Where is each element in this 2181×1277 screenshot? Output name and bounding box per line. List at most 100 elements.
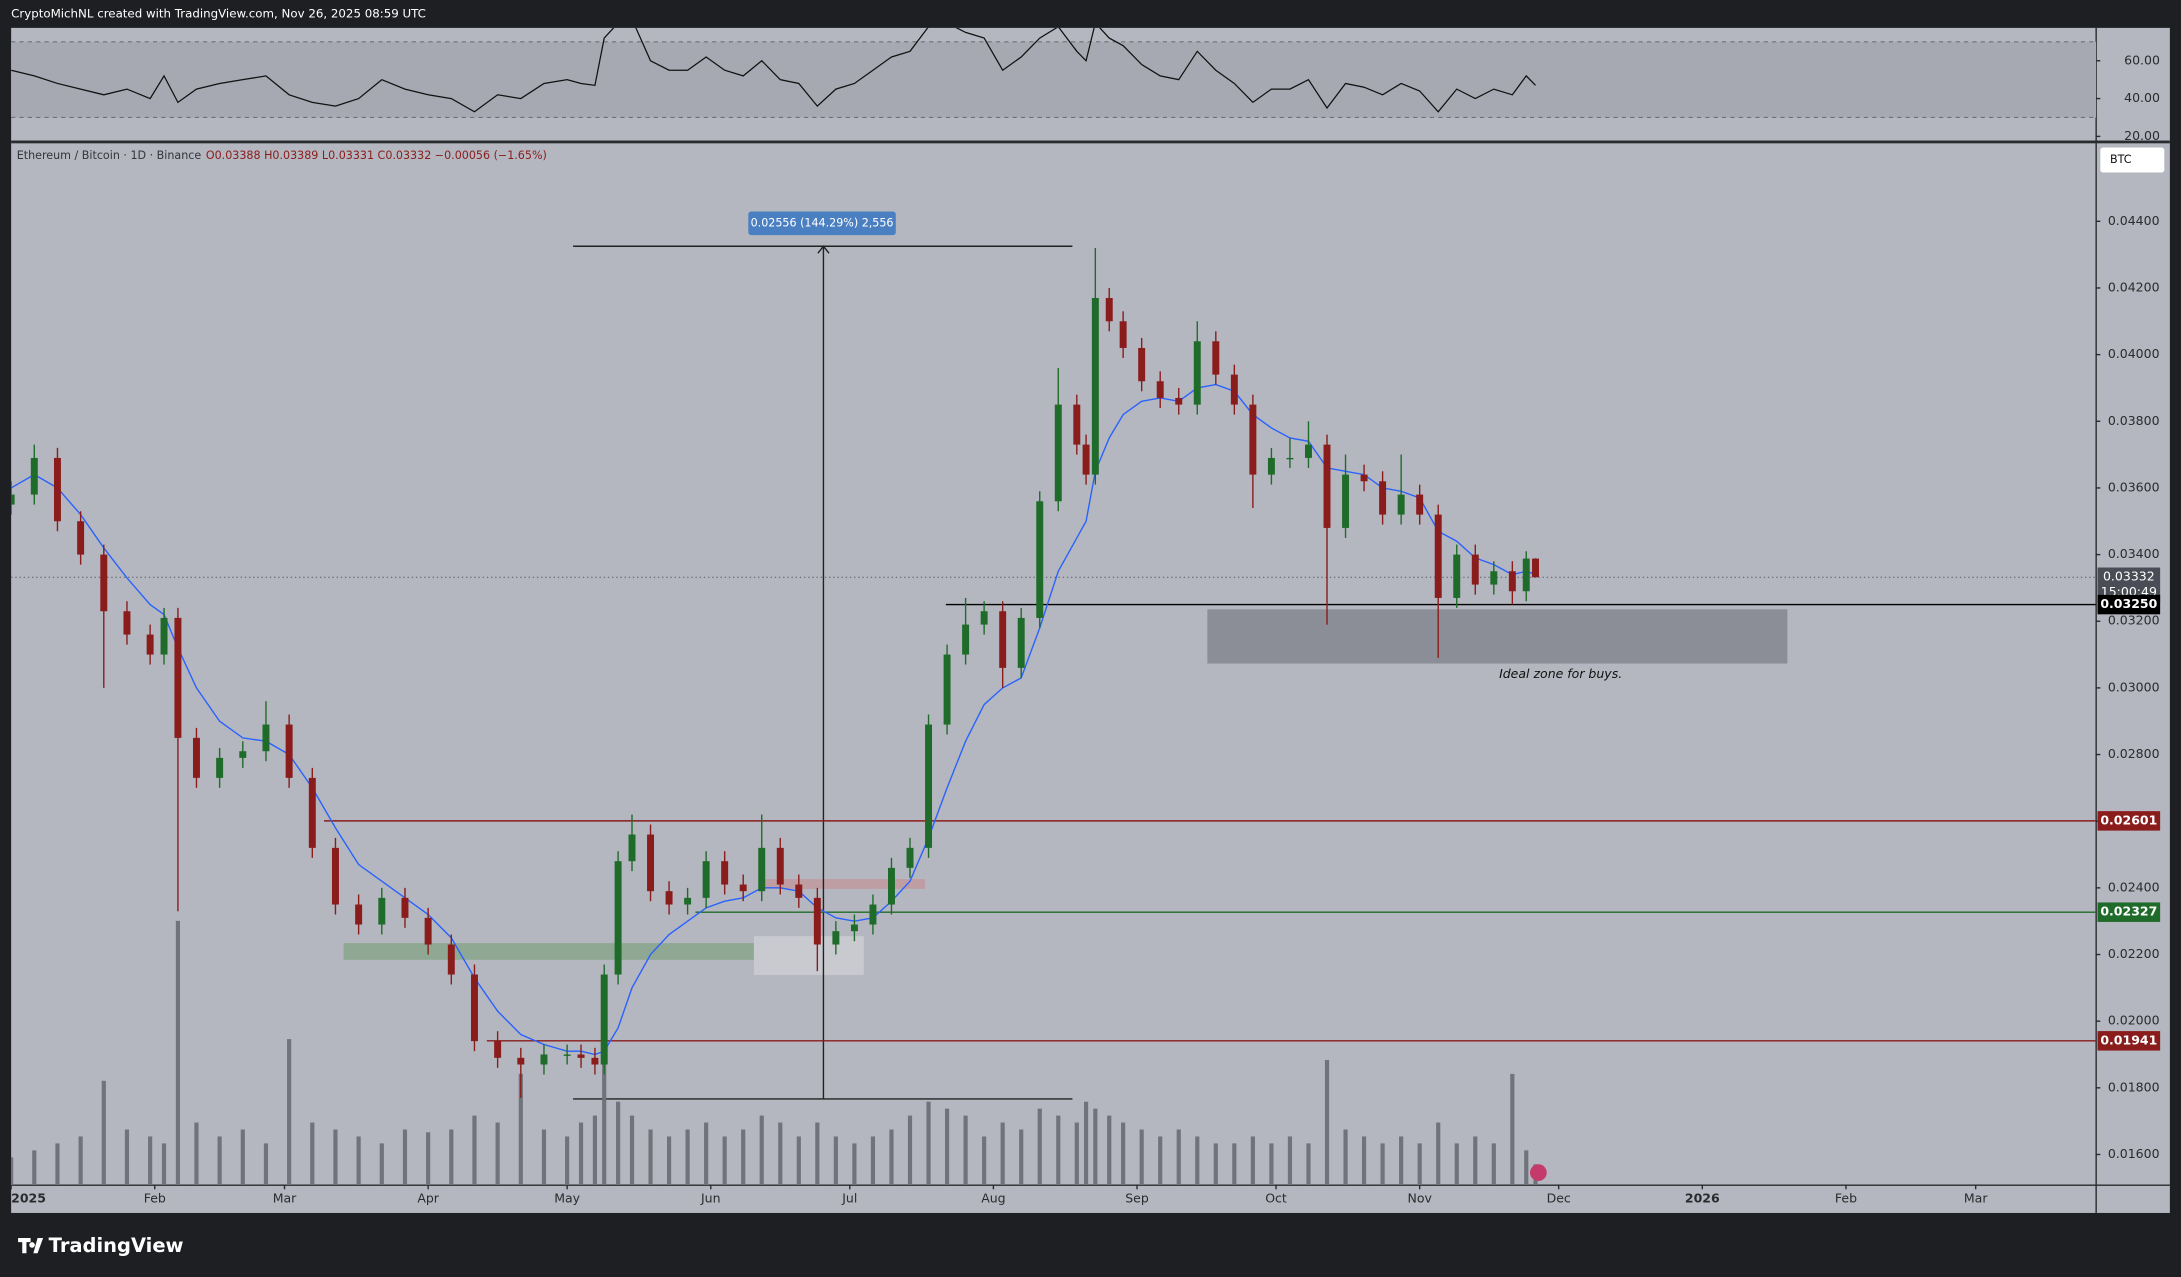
candle-body <box>1397 494 1405 515</box>
candle-body <box>1138 347 1146 382</box>
candle-body <box>943 654 951 725</box>
candle-body <box>1304 444 1312 458</box>
volume-bar <box>1139 1129 1144 1186</box>
volume-bar <box>1454 1143 1459 1186</box>
volume-bar <box>741 1129 746 1186</box>
volume-bar <box>240 1129 245 1186</box>
volume-bar <box>217 1136 222 1186</box>
y-tick-label: 0.03000 <box>2108 679 2160 694</box>
y-tick-label: 0.02400 <box>2108 879 2160 894</box>
rsi-band <box>11 41 2097 118</box>
moving-average <box>11 383 1536 1056</box>
volume-bar <box>194 1122 199 1186</box>
volume-bar <box>379 1143 384 1186</box>
support-zone <box>343 943 777 960</box>
level-box <box>2097 1031 2161 1051</box>
currency-label[interactable]: BTC <box>2110 153 2132 166</box>
volume-bar <box>402 1129 408 1186</box>
x-tick-label: Aug <box>981 1191 1005 1206</box>
volume-bar <box>1287 1136 1293 1186</box>
candle-body <box>1360 474 1368 482</box>
candle-body <box>665 891 673 905</box>
candle-body <box>887 867 895 905</box>
volume-bar <box>175 920 181 1186</box>
y-tick-label: 0.04400 <box>2108 213 2160 228</box>
candle-body <box>1453 554 1461 598</box>
candle-body <box>1212 341 1220 375</box>
candle-body <box>53 457 61 522</box>
candle-body <box>962 624 970 655</box>
candle-body <box>577 1054 585 1058</box>
volume-bar <box>78 1136 83 1186</box>
candle-body <box>355 904 363 925</box>
candle-body <box>832 931 840 945</box>
candle-body <box>600 974 608 1065</box>
candle-body <box>401 897 409 918</box>
candle-body <box>563 1054 571 1056</box>
x-tick-label: Dec <box>1547 1191 1571 1206</box>
y-tick-label: 0.01600 <box>2108 1146 2160 1161</box>
candle-body <box>1119 321 1127 348</box>
x-tick-label: Sep <box>1125 1191 1149 1206</box>
volume-bar <box>1083 1101 1089 1186</box>
volume-bar <box>1473 1136 1478 1186</box>
volume-bar <box>944 1108 950 1186</box>
candle-body <box>540 1054 548 1065</box>
candle-body <box>30 457 38 495</box>
symbol-label: Ethereum / Bitcoin · 1D · Binance <box>17 149 202 162</box>
candle-body <box>1193 341 1201 405</box>
volume-bar <box>518 1073 523 1186</box>
volume-bar <box>11 1157 14 1186</box>
candle-body <box>424 917 432 945</box>
volume-bar <box>1250 1136 1255 1186</box>
candle-body <box>1379 481 1387 515</box>
volume-bar <box>287 1039 292 1186</box>
candle-body <box>721 861 729 885</box>
volume-bar <box>1491 1143 1496 1186</box>
candle-body <box>1434 514 1442 598</box>
zone-note: Ideal zone for buys. <box>1499 666 1622 681</box>
y-tick-label: 0.02000 <box>2108 1013 2160 1028</box>
candle-body <box>850 924 858 932</box>
candle-body <box>494 1041 502 1058</box>
measure-arrow <box>817 245 830 254</box>
candle-body <box>1416 494 1424 515</box>
event-icon[interactable] <box>1530 1164 1547 1181</box>
candle-body <box>647 834 655 892</box>
volume-bar <box>1269 1143 1274 1186</box>
volume-bar <box>963 1115 968 1186</box>
volume-bar <box>449 1129 454 1186</box>
candle-body <box>739 884 747 892</box>
volume-bar <box>1324 1059 1330 1186</box>
volume-bar <box>1343 1129 1348 1186</box>
volume-bar <box>1213 1143 1218 1186</box>
level-label: 0.02601 <box>2100 812 2157 827</box>
candle-body <box>1230 374 1238 405</box>
volume-bar <box>310 1122 315 1186</box>
candle-body <box>1522 558 1530 592</box>
currency-box[interactable] <box>2100 147 2165 173</box>
x-tick-label: Oct <box>1265 1191 1287 1206</box>
y-tick-label: 0.03600 <box>2108 479 2160 494</box>
x-tick-label: Nov <box>1407 1191 1432 1206</box>
volume-bar <box>833 1136 838 1186</box>
rsi-line <box>11 27 1536 113</box>
measure-label: 0.02556 (144.29%) 2,556 <box>751 216 894 229</box>
candle-body <box>684 897 692 905</box>
volume-bar <box>1195 1136 1200 1186</box>
candle-body <box>239 751 247 758</box>
volume-bar <box>1093 1108 1098 1186</box>
candle-body <box>999 611 1007 668</box>
candle-body <box>980 611 988 625</box>
wick-zone <box>753 936 864 976</box>
volume-bar <box>1019 1129 1024 1186</box>
volume-bar <box>101 1080 106 1186</box>
volume-bar <box>1510 1073 1515 1186</box>
volume-bar <box>616 1101 621 1186</box>
volume-bar <box>889 1129 894 1186</box>
candle-body <box>702 861 710 898</box>
candle-body <box>470 974 478 1042</box>
volume-bar <box>578 1122 584 1186</box>
volume-bar <box>1107 1115 1112 1186</box>
volume-bar <box>759 1115 764 1186</box>
